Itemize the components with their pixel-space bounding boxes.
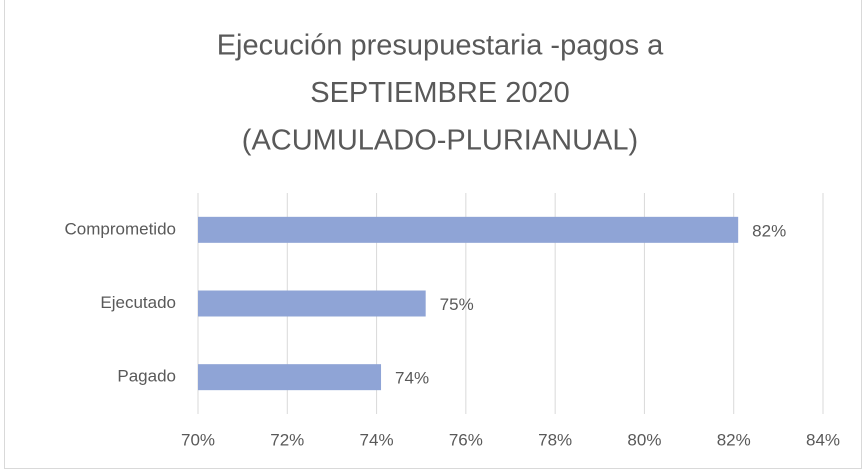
x-tick-label: 70% [181,430,215,449]
bar [198,364,382,391]
x-tick-label: 84% [806,430,840,449]
x-tick-label: 78% [538,430,572,449]
chart-title: (ACUMULADO-PLURIANUAL) [242,125,638,157]
bar [198,216,739,243]
chart-title: Ejecución presupuestaria -pagos a [217,30,664,62]
chart-border [4,0,862,469]
data-label: 75% [440,295,474,314]
x-tick-label: 74% [360,430,394,449]
y-tick-label: Comprometido [65,219,177,238]
data-label: 82% [752,221,786,240]
x-tick-label: 72% [270,430,304,449]
x-tick-label: 82% [717,430,751,449]
y-tick-label: Ejecutado [100,293,176,312]
x-tick-label: 80% [627,430,661,449]
data-label: 74% [395,369,429,388]
x-tick-label: 76% [449,430,483,449]
chart-title: SEPTIEMBRE 2020 [310,77,570,109]
bar [198,290,426,317]
y-tick-label: Pagado [117,367,176,386]
